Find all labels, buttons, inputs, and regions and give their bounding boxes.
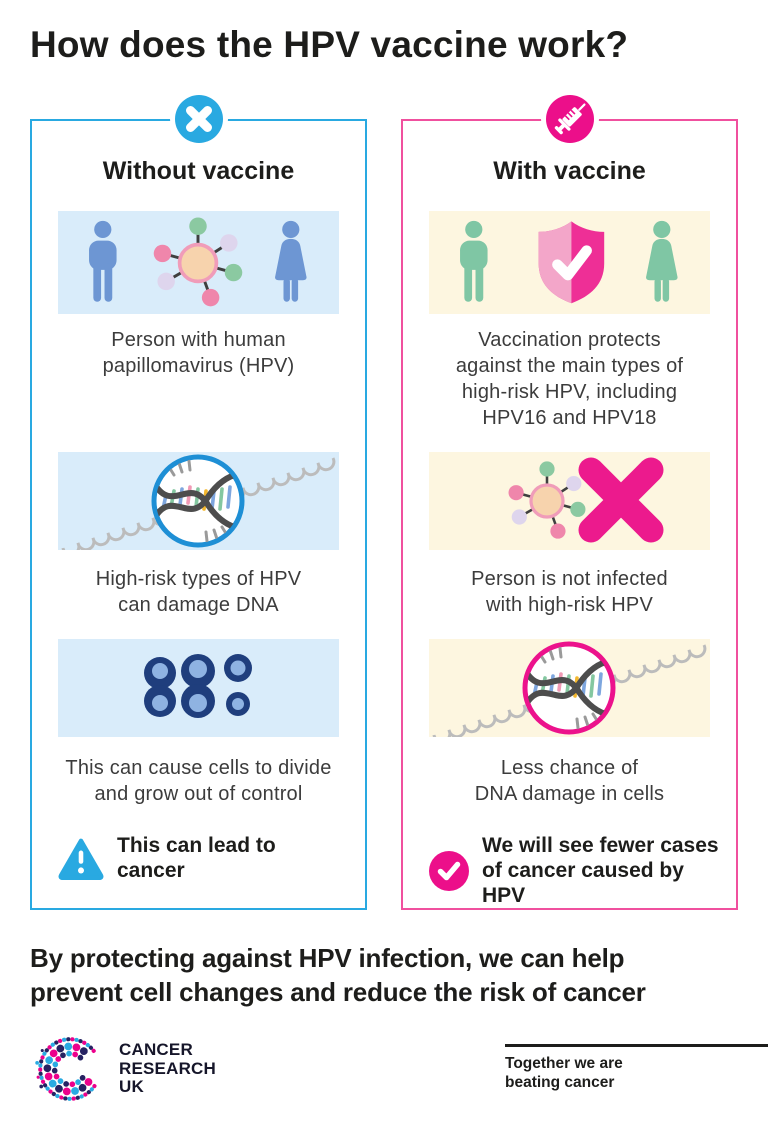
without-vaccine-panel: Without vaccine Person with human papill… [30, 95, 367, 910]
cruk-logo-text: CANCER RESEARCH UK [119, 1040, 217, 1097]
people-with-virus-illustration [58, 211, 339, 314]
without-conclusion-text: This can lead to cancer [117, 834, 276, 882]
with-vaccine-panel: With vaccine Vaccination protects agains… [401, 95, 738, 910]
check-circle-icon [429, 850, 469, 891]
dna-safe-illustration [429, 639, 710, 737]
people-with-shield-icon [460, 220, 678, 304]
with-conclusion-text: We will see fewer cases of cancer caused… [482, 834, 719, 907]
syringe-icon [545, 95, 594, 143]
tagline-rule [505, 1044, 768, 1047]
cancer-research-uk-logo: CANCER RESEARCH UK [33, 1032, 216, 1106]
with-vaccine-header: With vaccine [493, 157, 646, 185]
tagline: Together we are beating cancer [505, 1055, 623, 1091]
big-x-icon [578, 457, 664, 543]
dividing-cells-icon [143, 654, 252, 718]
dividing-cells-illustration [58, 639, 339, 737]
step-caption: Less chance of DNA damage in cells [474, 757, 665, 805]
step-caption: High-risk types of HPV can damage DNA [95, 568, 302, 616]
without-vaccine-header: Without vaccine [102, 157, 295, 185]
cruk-dotted-c-icon [35, 1037, 97, 1101]
cross-icon [174, 95, 223, 143]
dna-safe-magnifier-icon [429, 639, 710, 737]
step-caption: Vaccination protects against the main ty… [455, 329, 684, 429]
step-caption: This can cause cells to divide and grow … [65, 757, 332, 805]
dna-damage-illustration [58, 452, 339, 550]
closing-statement: By protecting against HPV infection, we … [30, 943, 646, 1007]
people-with-virus-icon [89, 215, 307, 309]
without-conclusion: This can lead to cancer [32, 833, 365, 883]
dna-damage-magnifier-icon [58, 452, 339, 550]
virus-crossed-out-icon [506, 457, 664, 543]
shield-check-icon [538, 221, 605, 304]
people-with-shield-illustration [429, 211, 710, 314]
step-caption: Person with human papillomavirus (HPV) [102, 329, 295, 377]
step-caption: Person is not infected with high-risk HP… [471, 568, 668, 616]
warning-triangle-icon [58, 837, 104, 880]
virus-crossed-out-illustration [429, 452, 710, 550]
page-title: How does the HPV vaccine work? [30, 24, 629, 65]
with-conclusion: We will see fewer cases of cancer caused… [403, 833, 736, 908]
